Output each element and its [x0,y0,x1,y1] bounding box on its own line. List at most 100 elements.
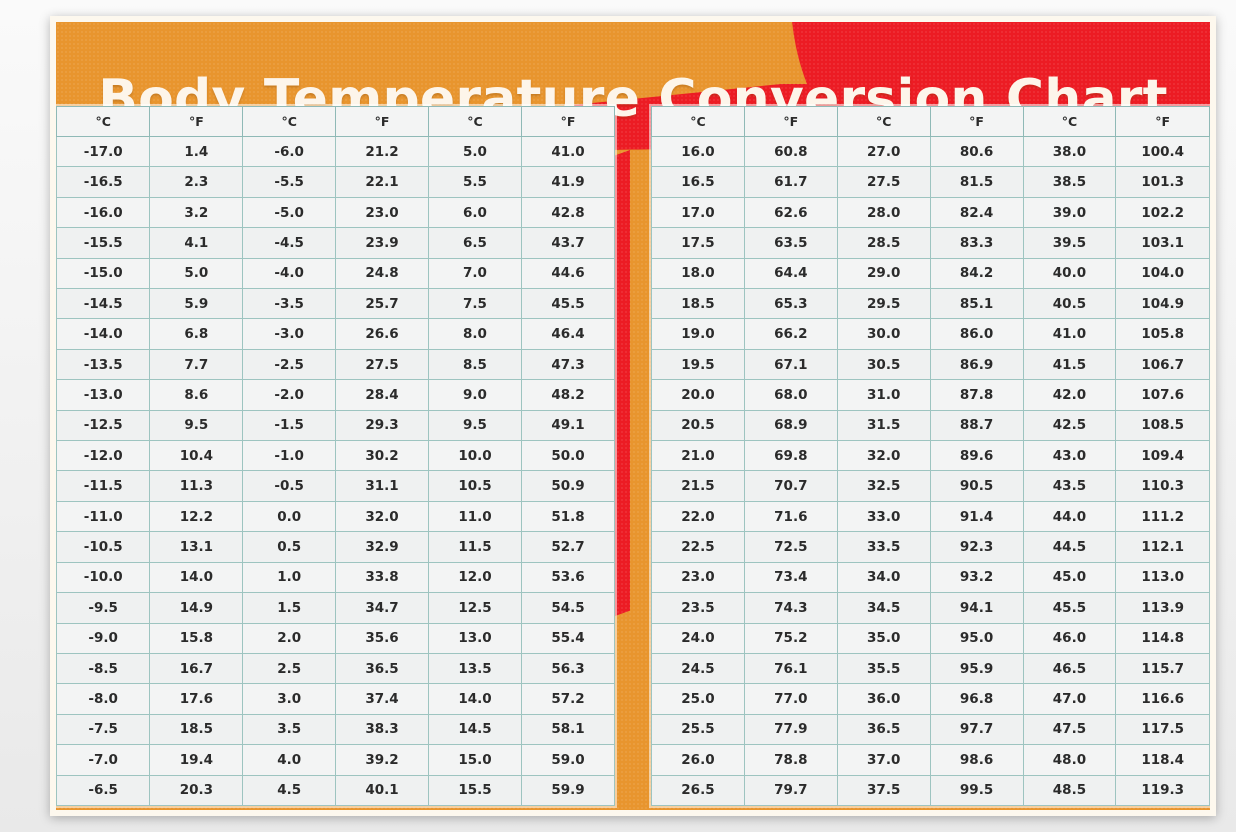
cell-fahrenheit: 95.9 [929,652,1024,685]
cell-celsius: 34.0 [836,561,931,594]
cell-celsius: -3.5 [242,288,337,320]
cell-celsius: 25.5 [651,713,745,746]
cell-fahrenheit: 31.1 [335,470,430,502]
cell-celsius: -5.0 [242,196,337,229]
cell-celsius: 20.5 [651,409,745,442]
cell-fahrenheit: 20.3 [149,774,244,807]
cell-fahrenheit: 1.4 [149,135,244,168]
cell-celsius: -3.0 [242,318,337,350]
cell-celsius: 1.0 [242,561,337,594]
cell-fahrenheit: 57.2 [520,683,616,715]
cell-fahrenheit: 64.4 [743,257,838,290]
cell-fahrenheit: 34.7 [335,592,430,624]
cell-celsius: 42.0 [1022,379,1117,411]
cell-fahrenheit: 63.5 [743,227,838,259]
table-row: -7.5 18.5 3.5 38.3 14.5 58.1 [56,713,616,746]
cell-celsius: 43.0 [1022,440,1117,472]
table-row: -15.5 4.1 -4.5 23.9 6.5 43.7 [56,227,616,259]
cell-fahrenheit: 55.4 [520,622,616,654]
cell-celsius: 4.0 [242,744,337,776]
cell-celsius: 29.5 [836,288,931,320]
cell-celsius: 18.5 [651,288,745,320]
cell-celsius: 5.5 [428,166,522,198]
cell-celsius: 25.0 [651,683,745,715]
cell-celsius: 36.5 [836,713,931,746]
cell-celsius: -10.0 [56,561,151,594]
cell-fahrenheit: 101.3 [1115,166,1210,198]
cell-celsius: 13.5 [428,652,522,685]
cell-fahrenheit: 52.7 [520,531,616,563]
cell-fahrenheit: 37.4 [335,683,430,715]
cell-celsius: 24.0 [651,622,745,654]
cell-celsius: 45.0 [1022,561,1117,594]
cell-fahrenheit: 41.9 [520,166,616,198]
cell-celsius: 3.0 [242,683,337,715]
cell-fahrenheit: 16.7 [149,652,244,685]
cell-celsius: -4.0 [242,257,337,290]
cell-celsius: 26.0 [651,744,745,776]
cell-fahrenheit: 11.3 [149,470,244,502]
cell-fahrenheit: 102.2 [1115,196,1210,229]
cell-fahrenheit: 7.7 [149,348,244,381]
cell-fahrenheit: 26.6 [335,318,430,350]
table-row: 25.5 77.9 36.5 97.7 47.5 117.5 [651,713,1210,746]
cell-fahrenheit: 4.1 [149,227,244,259]
cell-fahrenheit: 106.7 [1115,348,1210,381]
poster-background: Body Temperature Conversion Chart °C °F … [56,22,1210,810]
table-row: -12.5 9.5 -1.5 29.3 9.5 49.1 [56,409,616,442]
cell-fahrenheit: 66.2 [743,318,838,350]
cell-celsius: 48.0 [1022,744,1117,776]
cell-celsius: 44.5 [1022,531,1117,563]
cell-celsius: 31.0 [836,379,931,411]
cell-celsius: -1.5 [242,409,337,442]
cell-celsius: -12.5 [56,409,151,442]
cell-celsius: 23.5 [651,592,745,624]
cell-fahrenheit: 68.0 [743,379,838,411]
cell-fahrenheit: 36.5 [335,652,430,685]
cell-celsius: 33.0 [836,500,931,533]
cell-celsius: 16.0 [651,135,745,168]
cell-celsius: 30.0 [836,318,931,350]
conversion-table-left: °C °F °C °F °C °F -17.0 1.4 -6.0 21.2 5.0 41.… [56,106,616,807]
cell-fahrenheit: 86.9 [929,348,1024,381]
cell-celsius: -8.5 [56,652,151,685]
cell-fahrenheit: 33.8 [335,561,430,594]
table-row: 24.0 75.2 35.0 95.0 46.0 114.8 [651,622,1210,654]
cell-celsius: -9.0 [56,622,151,654]
cell-fahrenheit: 99.5 [929,774,1024,807]
cell-fahrenheit: 35.6 [335,622,430,654]
table-row: 16.5 61.7 27.5 81.5 38.5 101.3 [651,166,1210,198]
cell-fahrenheit: 29.3 [335,409,430,442]
cell-fahrenheit: 59.9 [520,774,616,807]
cell-celsius: 24.5 [651,652,745,685]
cell-celsius: -15.0 [56,257,151,290]
column-header-fahrenheit-4: °F [743,106,838,137]
cell-celsius: -10.5 [56,531,151,563]
column-header-celsius-6: °C [1022,106,1117,137]
cell-celsius: 21.5 [651,470,745,502]
cell-celsius: -2.0 [242,379,337,411]
cell-celsius: 10.5 [428,470,522,502]
cell-fahrenheit: 12.2 [149,500,244,533]
cell-fahrenheit: 2.3 [149,166,244,198]
table-row: -9.0 15.8 2.0 35.6 13.0 55.4 [56,622,616,654]
cell-fahrenheit: 47.3 [520,348,616,381]
cell-celsius: 4.5 [242,774,337,807]
cell-celsius: 27.5 [836,166,931,198]
cell-fahrenheit: 95.0 [929,622,1024,654]
cell-fahrenheit: 18.5 [149,713,244,746]
column-header-celsius-2: °C [242,106,337,137]
cell-fahrenheit: 69.8 [743,440,838,472]
cell-celsius: 44.0 [1022,500,1117,533]
cell-fahrenheit: 94.1 [929,592,1024,624]
cell-fahrenheit: 68.9 [743,409,838,442]
cell-fahrenheit: 93.2 [929,561,1024,594]
table-row: -15.0 5.0 -4.0 24.8 7.0 44.6 [56,257,616,290]
cell-celsius: 13.0 [428,622,522,654]
cell-celsius: 12.0 [428,561,522,594]
cell-celsius: -15.5 [56,227,151,259]
cell-fahrenheit: 50.9 [520,470,616,502]
cell-fahrenheit: 28.4 [335,379,430,411]
cell-fahrenheit: 108.5 [1115,409,1210,442]
cell-celsius: 32.0 [836,440,931,472]
